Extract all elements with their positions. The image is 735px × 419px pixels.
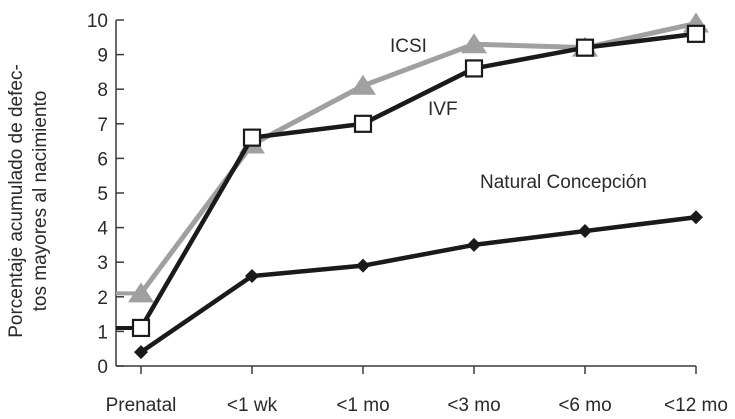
data-point-triangle [350, 74, 376, 95]
series-2 [134, 210, 703, 360]
y-axis-title-line-1: Porcentaje acumulado de defec- [6, 64, 27, 338]
y-tick-label: 6 [97, 149, 108, 170]
data-point-diamond [134, 345, 148, 360]
y-tick-label: 4 [97, 219, 108, 240]
data-point-square [464, 59, 484, 78]
y-tick-label: 10 [87, 11, 108, 32]
data-point-square [686, 24, 706, 43]
y-tick-label: 1 [97, 322, 108, 343]
y-tick-label: 2 [97, 288, 108, 309]
x-tick-label: <6 mo [558, 395, 611, 416]
x-tick-label: Prenatal [106, 395, 177, 416]
data-point-diamond [356, 258, 370, 273]
series-labels: ICSI IVF Natural Concepción [390, 36, 647, 193]
series-line [138, 21, 697, 295]
data-point-diamond [467, 237, 481, 252]
y-tick-label: 3 [97, 253, 108, 274]
data-point-diamond [578, 224, 592, 239]
series-label-natural: Natural Concepción [480, 172, 647, 193]
data-point-square [353, 114, 373, 133]
y-axis-ticks: 0 1 2 3 4 5 6 7 8 9 10 [87, 11, 124, 378]
data-point-square [242, 128, 262, 147]
series-line [139, 214, 697, 355]
x-tick-label: <1 mo [336, 395, 389, 416]
series-line [139, 31, 697, 330]
data-point-diamond [245, 269, 259, 284]
data-point-triangle [128, 282, 154, 303]
y-axis-title: Porcentaje acumulado de defec- tos mayor… [6, 64, 51, 338]
x-tick-label: <12 mo [664, 395, 728, 416]
y-axis-title-line-2: tos mayores al nacimiento [30, 91, 51, 312]
series-label-icsi: ICSI [390, 36, 427, 57]
data-point-square [131, 318, 151, 338]
y-tick-label: 0 [97, 357, 108, 378]
x-tick-label: <1 wk [227, 395, 278, 416]
series-1 [116, 24, 706, 338]
x-axis-ticks: Prenatal <1 wk <1 mo <3 mo <6 mo <12 mo [106, 366, 728, 416]
series-label-ivf: IVF [428, 99, 458, 120]
data-point-square [575, 38, 595, 57]
y-tick-label: 8 [97, 80, 108, 101]
data-point-triangle [461, 33, 487, 54]
y-tick-label: 7 [97, 115, 108, 136]
series-layer [116, 12, 709, 360]
y-tick-label: 9 [97, 46, 108, 67]
x-tick-label: <3 mo [447, 395, 500, 416]
data-point-diamond [689, 210, 703, 225]
y-tick-label: 5 [97, 184, 108, 205]
